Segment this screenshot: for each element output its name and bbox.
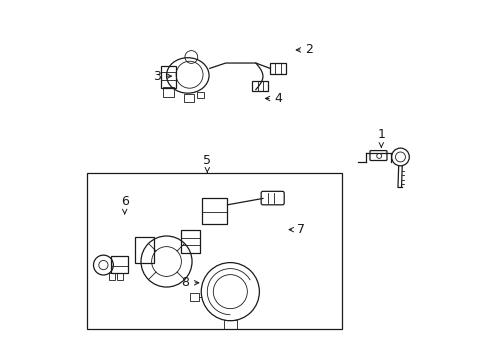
Bar	[134, 237, 154, 263]
Text: 5: 5	[203, 154, 211, 172]
Bar	[181, 230, 200, 253]
Bar	[202, 198, 227, 224]
Bar	[269, 63, 285, 74]
Bar	[117, 273, 123, 280]
Bar	[196, 92, 204, 99]
Bar	[184, 94, 194, 102]
Text: 1: 1	[377, 128, 385, 147]
Bar	[161, 66, 176, 88]
Bar	[86, 173, 341, 329]
Text: 4: 4	[265, 92, 282, 105]
Text: 6: 6	[121, 195, 128, 214]
Bar	[252, 81, 268, 91]
Bar	[189, 293, 199, 301]
Text: 7: 7	[288, 223, 305, 236]
Bar	[163, 87, 174, 97]
Text: 2: 2	[296, 44, 313, 57]
Text: 3: 3	[153, 69, 171, 83]
Bar	[224, 320, 236, 329]
Text: 8: 8	[181, 276, 199, 289]
Bar	[111, 256, 128, 273]
Bar	[109, 273, 115, 280]
